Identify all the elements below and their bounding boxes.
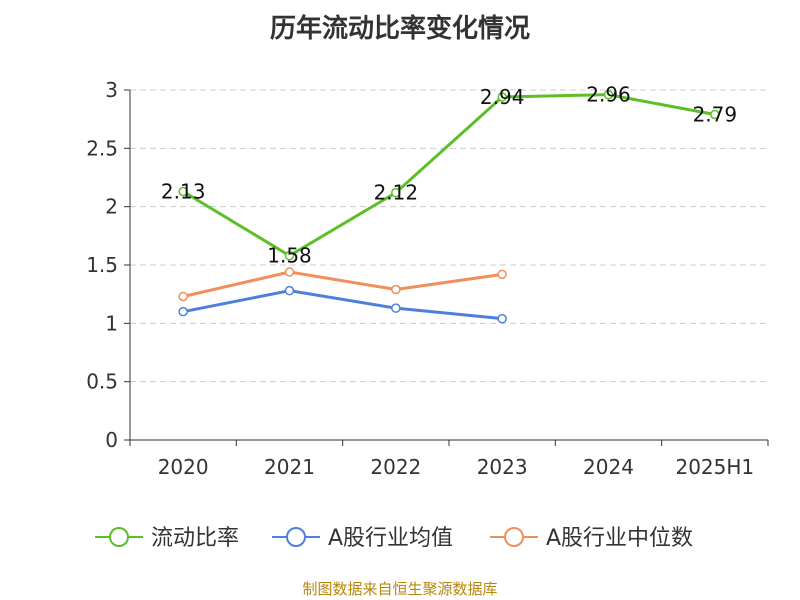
data-label: 2.13 — [161, 180, 206, 204]
data-point — [178, 291, 188, 302]
y-tick-label: 1 — [105, 311, 118, 335]
data-point — [391, 187, 401, 198]
data-point — [710, 109, 720, 120]
data-point — [284, 250, 295, 261]
y-tick-label: 2.5 — [86, 136, 118, 160]
legend: 流动比率 A股行业均值 A股行业中位数 — [95, 526, 693, 551]
y-tick-label: 1.5 — [86, 253, 118, 277]
series-line — [182, 270, 503, 298]
series-layer — [178, 89, 720, 324]
data-point — [178, 186, 188, 197]
data-label: 2.94 — [480, 85, 525, 109]
chart-title: 历年流动比率变化情况 — [269, 14, 530, 44]
series-line — [182, 93, 716, 258]
data-label: 2.12 — [374, 181, 419, 205]
data-point — [284, 267, 295, 277]
legend-label: A股行业均值 — [328, 526, 453, 551]
y-tick-label: 0 — [105, 428, 118, 452]
y-tick-label: 3 — [105, 78, 118, 102]
data-point — [497, 269, 507, 280]
legend-marker — [286, 527, 306, 547]
y-tick-label: 2 — [105, 195, 118, 219]
grid-layer — [130, 89, 768, 383]
data-label: 2.96 — [586, 83, 631, 107]
data-label: 1.58 — [267, 244, 312, 268]
legend-marker — [109, 527, 129, 547]
data-label: 2.79 — [693, 103, 738, 127]
x-tick-label: 2025H1 — [675, 455, 754, 479]
x-tick-label: 2022 — [370, 455, 421, 479]
data-point — [178, 306, 188, 317]
y-tick-label: 0.5 — [86, 370, 118, 394]
legend-marker — [504, 527, 524, 547]
x-tick-label: 2020 — [158, 455, 209, 479]
source-footnote: 制图数据来自恒生聚源数据库 — [302, 580, 498, 598]
data-point — [497, 313, 507, 324]
data-point — [391, 284, 401, 295]
legend-label: A股行业中位数 — [546, 526, 693, 551]
series-line — [182, 289, 503, 321]
data-point — [391, 303, 401, 313]
data-point — [603, 89, 614, 100]
x-tick-label: 2024 — [583, 455, 634, 479]
x-tick-label: 2021 — [264, 455, 315, 479]
data-point — [497, 92, 507, 102]
legend-label: 流动比率 — [151, 526, 239, 551]
axis-layer: 0 0.5 1 1.5 2 2.5 3 2020 2021 2022 2023 2024 2025H1 — [86, 78, 769, 479]
data-label-layer: 2.13 1.58 2.12 2.94 2.96 2.79 — [161, 83, 737, 268]
data-point — [284, 285, 295, 296]
x-tick-label: 2023 — [477, 455, 528, 479]
